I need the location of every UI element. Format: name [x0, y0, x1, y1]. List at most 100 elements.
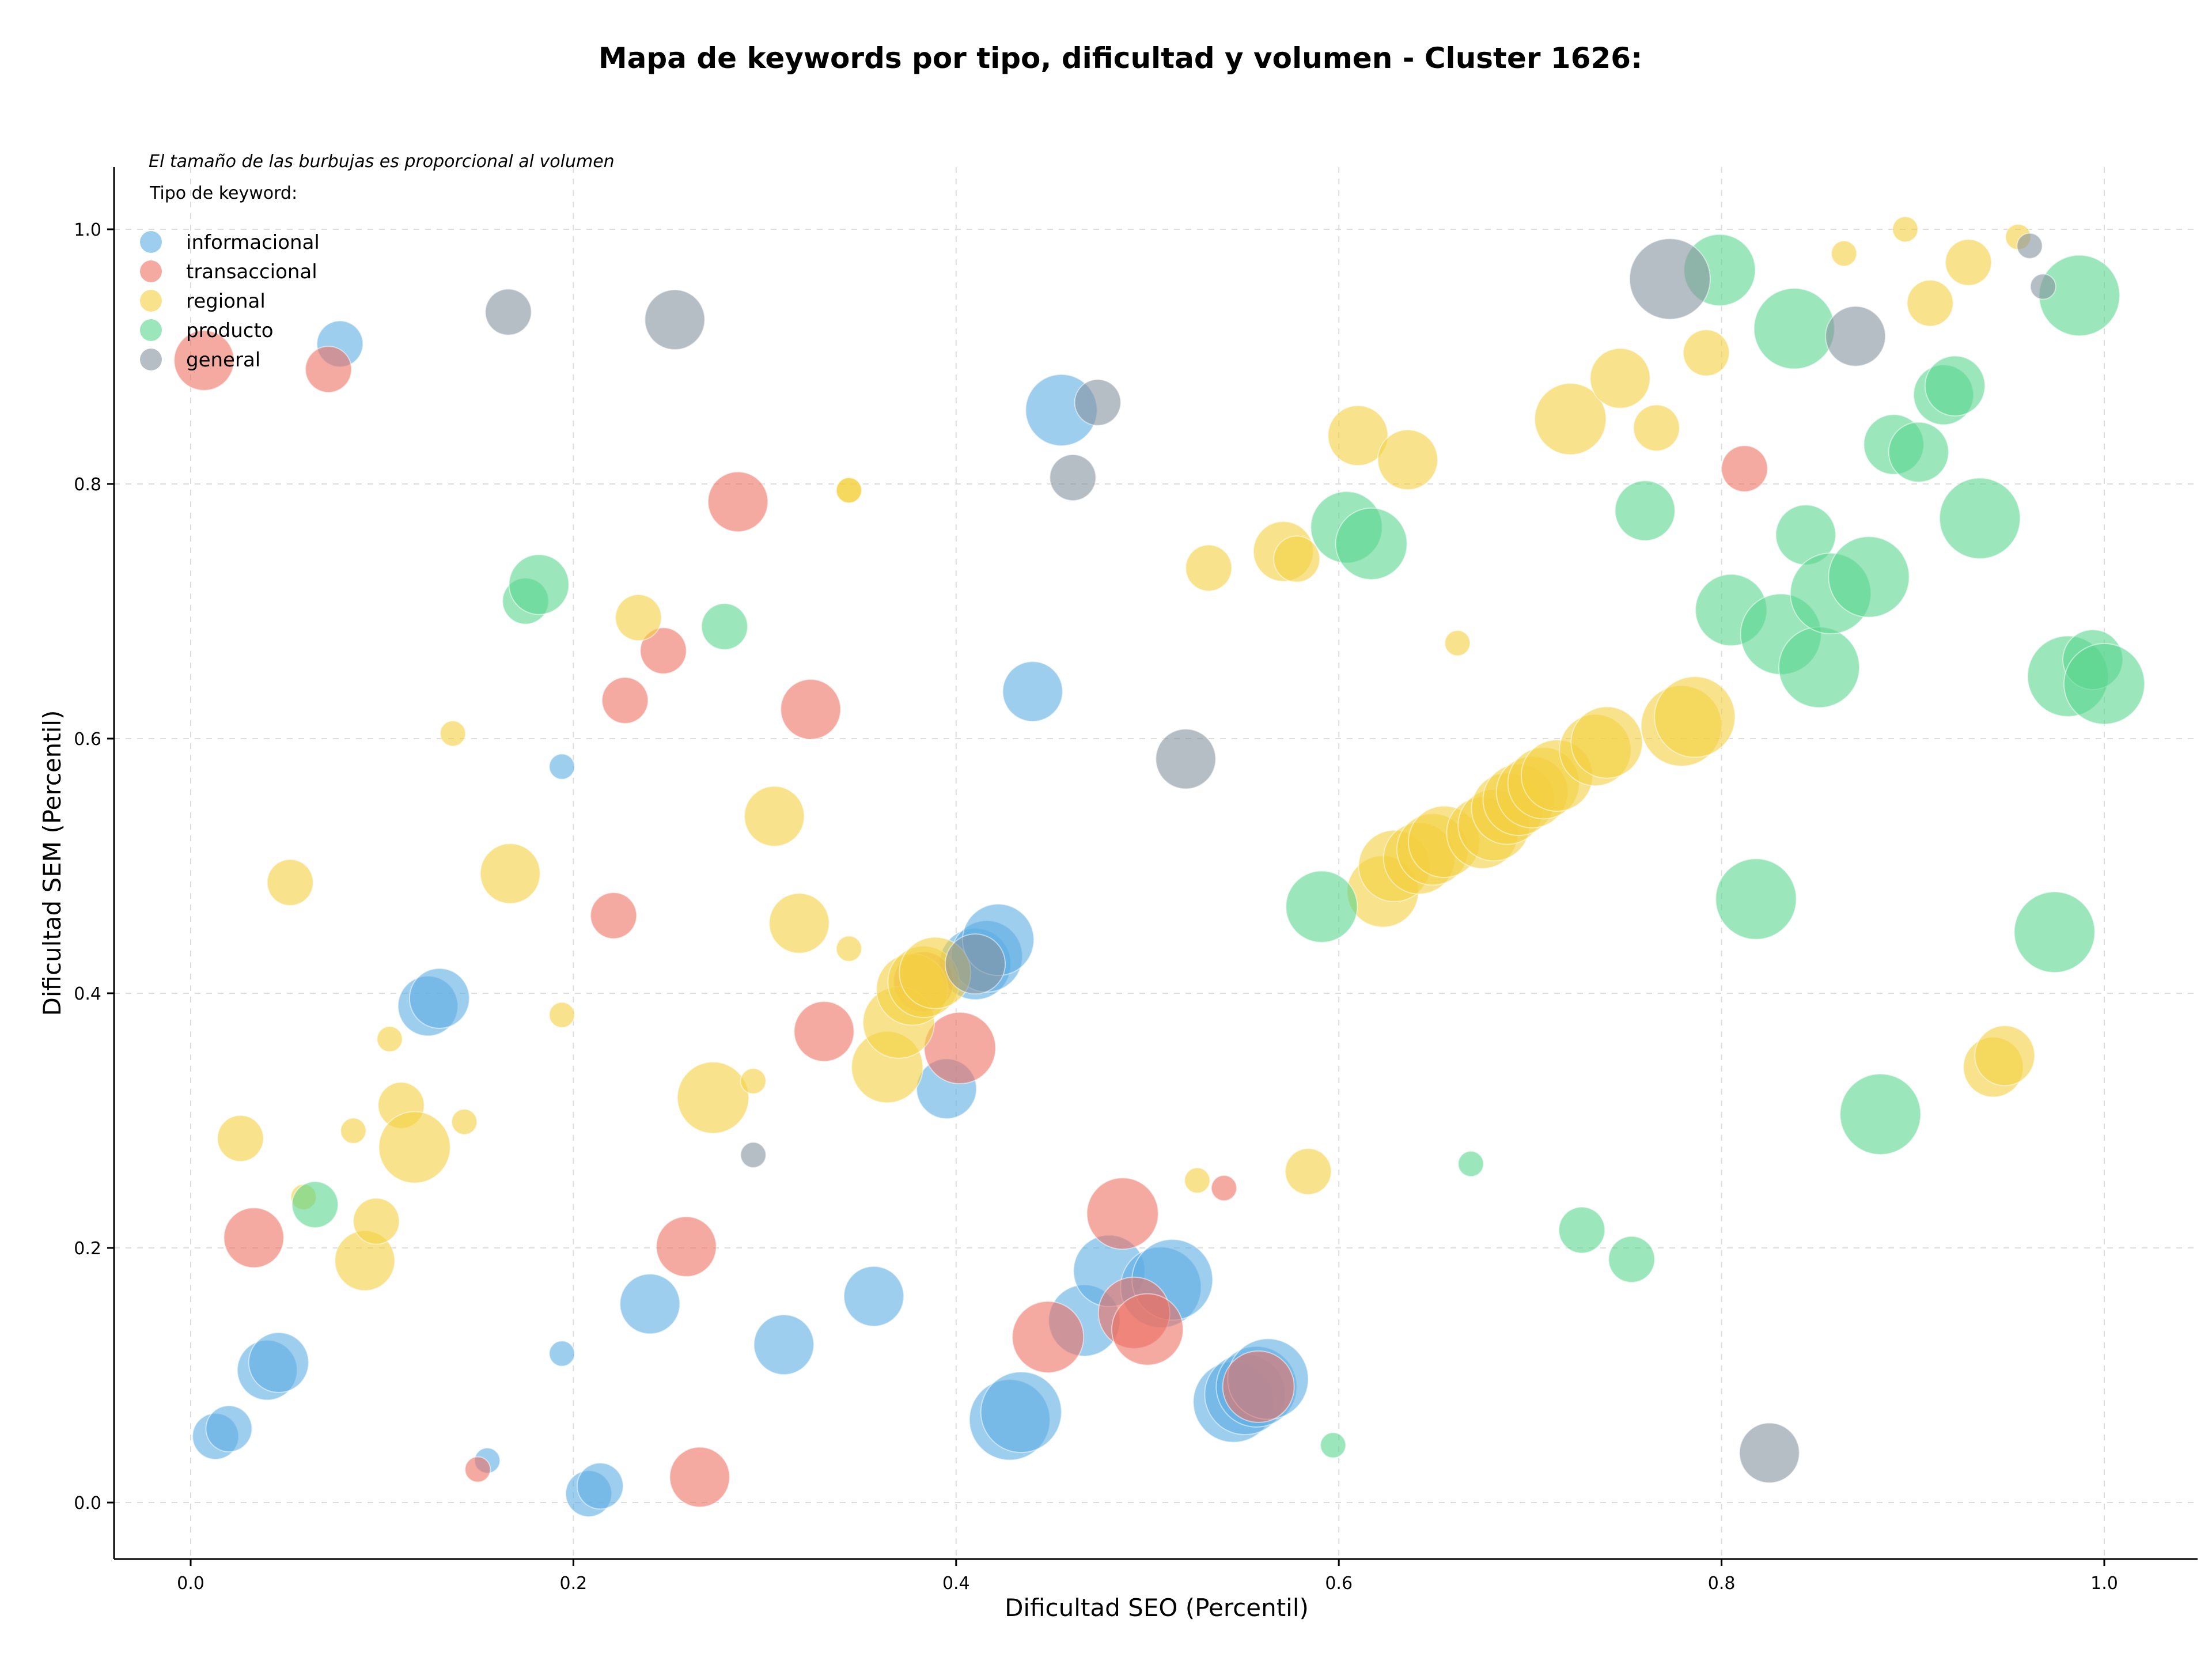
x-tick-label: 0.6 — [1325, 1573, 1353, 1594]
bubble-regional — [1444, 630, 1471, 657]
bubble-transaccional — [656, 1216, 717, 1277]
bubble-producto — [1320, 1432, 1347, 1459]
legend-title: Tipo de keyword: — [149, 183, 297, 203]
bubble-regional — [835, 477, 862, 504]
bubble-general — [1074, 379, 1122, 426]
bubble-regional — [1831, 240, 1858, 267]
bubble-general — [1049, 453, 1097, 501]
bubble-regional — [353, 1197, 400, 1245]
bubble-general — [644, 289, 706, 350]
bubble-informacional — [248, 1331, 309, 1393]
bubble-transaccional — [173, 330, 235, 391]
series-general — [484, 232, 2056, 1484]
bubble-transaccional — [590, 892, 638, 940]
bubble-general — [1825, 305, 1887, 367]
bubble-general — [484, 288, 532, 336]
chart-title: Mapa de keywords por tipo, dificultad y … — [599, 41, 1642, 75]
bubble-regional — [1327, 405, 1389, 467]
bubble-producto — [1715, 858, 1797, 940]
bubble-regional — [835, 935, 862, 962]
bubble-producto — [291, 1181, 339, 1228]
bubble-transaccional — [669, 1446, 730, 1508]
bubble-producto — [1558, 1206, 1606, 1254]
y-tick-label: 0.0 — [74, 1493, 101, 1514]
bubble-producto — [1888, 421, 1949, 483]
bubble-producto — [1457, 1151, 1484, 1178]
bubble-producto — [1828, 536, 1910, 618]
bubble-general — [1738, 1422, 1800, 1484]
series-regional — [217, 216, 2036, 1292]
bubble-informacional — [843, 1265, 904, 1327]
bubble-regional — [378, 1111, 451, 1184]
bubble-transaccional — [1222, 1350, 1295, 1423]
bubble-general — [740, 1141, 767, 1168]
bubble-informacional — [753, 1314, 815, 1375]
bubble-regional — [548, 1001, 575, 1028]
legend-marker-producto — [140, 319, 162, 341]
bubble-general — [1155, 728, 1217, 790]
bubble-regional — [1273, 535, 1321, 583]
legend-label-informacional: informacional — [186, 231, 320, 254]
legend-marker-informacional — [140, 231, 162, 253]
bubble-producto — [1335, 507, 1408, 580]
bubble-general — [2016, 232, 2043, 259]
bubble-informacional — [576, 1462, 624, 1510]
y-tick-label: 0.4 — [74, 984, 101, 1004]
bubble-size-note: El tamaño de las burbujas es proporciona… — [149, 152, 615, 172]
bubble-transaccional — [464, 1456, 491, 1483]
y-tick-label: 0.6 — [74, 729, 101, 750]
legend-label-regional: regional — [186, 290, 266, 313]
x-tick-label: 0.4 — [942, 1573, 970, 1594]
bubble-producto — [1753, 287, 1835, 370]
bubble-producto — [1614, 480, 1676, 542]
axis-ticks: 0.0 0.2 0.4 0.6 0.8 1.0 0.0 0.2 0.4 0.6 0.8 1.0 — [74, 220, 2118, 1594]
y-tick-label: 0.2 — [74, 1239, 101, 1259]
bubble-transaccional — [780, 679, 842, 740]
bubble-regional — [615, 594, 662, 642]
bubble-informacional — [548, 753, 575, 780]
y-tick-label: 0.8 — [74, 475, 101, 495]
bubble-general — [945, 933, 1006, 995]
bubble-general — [1628, 238, 1711, 320]
bubble-informacional — [619, 1273, 681, 1335]
bubble-regional — [1184, 1167, 1211, 1194]
bubble-transaccional — [1086, 1177, 1159, 1250]
bubble-producto — [508, 554, 570, 615]
bubble-regional — [451, 1108, 478, 1136]
bubble-producto — [1939, 477, 2021, 559]
bubble-regional — [1654, 676, 1736, 758]
x-tick-label: 0.0 — [177, 1573, 204, 1594]
bubble-producto — [1778, 626, 1861, 709]
bubble-regional — [266, 858, 314, 906]
legend-label-producto: producto — [186, 319, 274, 342]
bubble-producto — [1608, 1235, 1656, 1283]
bubble-regional — [340, 1117, 367, 1144]
bubble-regional — [1377, 429, 1438, 491]
bubble-transaccional — [707, 471, 769, 532]
bubble-regional — [1945, 239, 1993, 286]
bubble-transaccional — [793, 1001, 855, 1062]
bubble-regional — [479, 843, 541, 905]
bubble-producto — [1285, 870, 1358, 943]
bubble-regional — [1906, 279, 1954, 327]
x-tick-label: 0.2 — [560, 1573, 588, 1594]
bubble-transaccional — [1111, 1293, 1184, 1366]
bubble-informacional — [1002, 661, 1063, 722]
bubble-regional — [1683, 329, 1730, 377]
bubble-transaccional — [223, 1207, 285, 1269]
bubble-regional — [740, 1068, 767, 1095]
y-axis-label: Dificultad SEM (Percentil) — [38, 710, 66, 1016]
bubbles — [173, 216, 2145, 1518]
bubble-regional — [440, 720, 467, 747]
bubble-informacional — [408, 967, 470, 1029]
bubble-producto — [1839, 1073, 1922, 1155]
y-tick-label: 1.0 — [74, 220, 101, 240]
bubble-transaccional — [1210, 1175, 1237, 1202]
series-producto — [291, 233, 2145, 1459]
bubble-regional — [1892, 216, 1919, 243]
x-tick-label: 1.0 — [2090, 1573, 2118, 1594]
bubble-informacional — [980, 1371, 1062, 1454]
bubble-regional — [1633, 404, 1680, 452]
bubble-regional — [1570, 706, 1643, 779]
